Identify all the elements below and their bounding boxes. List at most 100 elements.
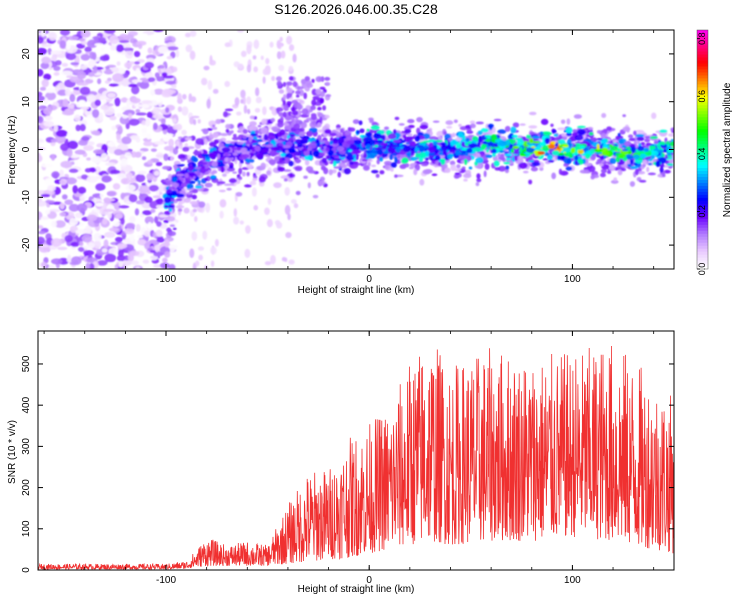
heatmap-blob <box>104 231 116 238</box>
heatmap-blob <box>493 118 502 122</box>
heatmap-blob <box>79 86 91 95</box>
heatmap-blob <box>161 118 166 125</box>
heatmap-blob <box>369 119 375 124</box>
heatmap-blob <box>214 238 219 247</box>
heatmap-blob <box>72 250 80 256</box>
colorbar-strip <box>697 239 708 243</box>
heatmap-blob <box>104 253 117 263</box>
heatmap-blob <box>557 127 566 131</box>
heatmap-blob <box>284 257 288 263</box>
heatmap-blob <box>57 246 68 251</box>
heatmap-blob <box>147 47 153 54</box>
x-tick-label: 0 <box>366 575 372 586</box>
heatmap-blob <box>109 35 120 45</box>
heatmap-blob <box>639 153 647 159</box>
heatmap-blob <box>422 169 431 175</box>
heatmap-blob <box>182 146 190 152</box>
heatmap-blob <box>183 198 191 203</box>
heatmap-blob <box>659 129 668 133</box>
heatmap-blob <box>80 106 90 110</box>
y-tick-label: -10 <box>21 190 32 205</box>
heatmap-blob <box>267 134 276 140</box>
heatmap-blob <box>544 137 550 145</box>
heatmap-blob <box>484 163 490 170</box>
heatmap-blob <box>45 91 57 101</box>
heatmap-blob <box>141 156 147 161</box>
heatmap-blob <box>371 169 379 174</box>
heatmap-blob <box>466 148 473 154</box>
heatmap-blob <box>249 115 255 120</box>
heatmap-blob <box>298 131 305 137</box>
heatmap-blob <box>312 150 320 157</box>
heatmap-blob <box>55 129 68 138</box>
heatmap-blob <box>40 193 51 198</box>
heatmap-blob <box>66 61 72 70</box>
heatmap-blob <box>279 116 284 122</box>
heatmap-blob <box>248 125 258 133</box>
heatmap-blob <box>141 33 148 38</box>
heatmap-blob <box>574 154 579 161</box>
heatmap-blob <box>416 116 423 123</box>
colorbar-strip <box>697 182 708 186</box>
heatmap-blob <box>131 151 137 158</box>
heatmap-blob <box>550 141 556 146</box>
heatmap-blob <box>93 208 101 213</box>
heatmap-blob <box>38 115 44 124</box>
heatmap-blob <box>105 162 116 167</box>
heatmap-blob <box>292 53 297 63</box>
heatmap-blob <box>163 210 172 216</box>
heatmap-blob <box>44 115 53 121</box>
heatmap-blob <box>646 166 650 173</box>
colorbar-strip <box>697 122 708 127</box>
heatmap-blob <box>38 106 44 111</box>
snr-x-ticks: -100 0 100 <box>43 331 655 586</box>
heatmap-blob <box>558 139 566 146</box>
heatmap-blob <box>379 170 385 175</box>
heatmap-blob <box>282 144 291 149</box>
heatmap-blob <box>70 241 80 247</box>
heatmap-blob <box>125 222 136 229</box>
heatmap-blob <box>173 182 180 187</box>
heatmap-blob <box>182 94 187 100</box>
heatmap-blob <box>204 138 208 145</box>
heatmap-blob <box>106 191 117 197</box>
heatmap-blob <box>319 98 324 104</box>
heatmap-blob <box>378 156 384 162</box>
heatmap-blob <box>566 158 572 165</box>
heatmap-blob <box>542 145 551 151</box>
heatmap-blob <box>617 132 621 138</box>
heatmap-blob <box>304 155 313 161</box>
heatmap-blob <box>401 139 406 143</box>
heatmap-blob <box>463 173 472 179</box>
heatmap-blob <box>292 110 299 116</box>
x-tick-label: 100 <box>564 575 581 586</box>
heatmap-blob <box>224 108 234 112</box>
heatmap-blob <box>638 179 647 183</box>
heatmap-blob <box>622 148 629 152</box>
heatmap-y-label: Frequency (Hz) <box>7 116 18 185</box>
heatmap-blob <box>77 139 89 146</box>
heatmap-blob <box>137 234 144 239</box>
heatmap-blob <box>659 166 664 173</box>
heatmap-blob <box>295 190 301 196</box>
heatmap-blob <box>38 142 42 147</box>
heatmap-blob <box>175 205 185 209</box>
heatmap-blob <box>649 136 658 140</box>
snr-series-line <box>38 345 674 570</box>
heatmap-blob <box>454 172 460 176</box>
heatmap-blob <box>532 161 541 167</box>
heatmap-blob <box>297 86 304 90</box>
heatmap-blob <box>166 55 173 60</box>
heatmap-blob <box>43 73 52 81</box>
heatmap-blob <box>376 149 383 156</box>
heatmap-blob <box>38 111 42 117</box>
heatmap-blob <box>38 95 45 102</box>
heatmap-blob <box>601 164 610 170</box>
heatmap-blob <box>150 89 156 96</box>
heatmap-blob <box>324 129 332 135</box>
heatmap-blob <box>380 134 386 141</box>
heatmap-blob <box>276 131 283 138</box>
heatmap-blob <box>304 159 310 166</box>
heatmap-blob <box>146 133 152 140</box>
heatmap-blob <box>260 127 268 134</box>
